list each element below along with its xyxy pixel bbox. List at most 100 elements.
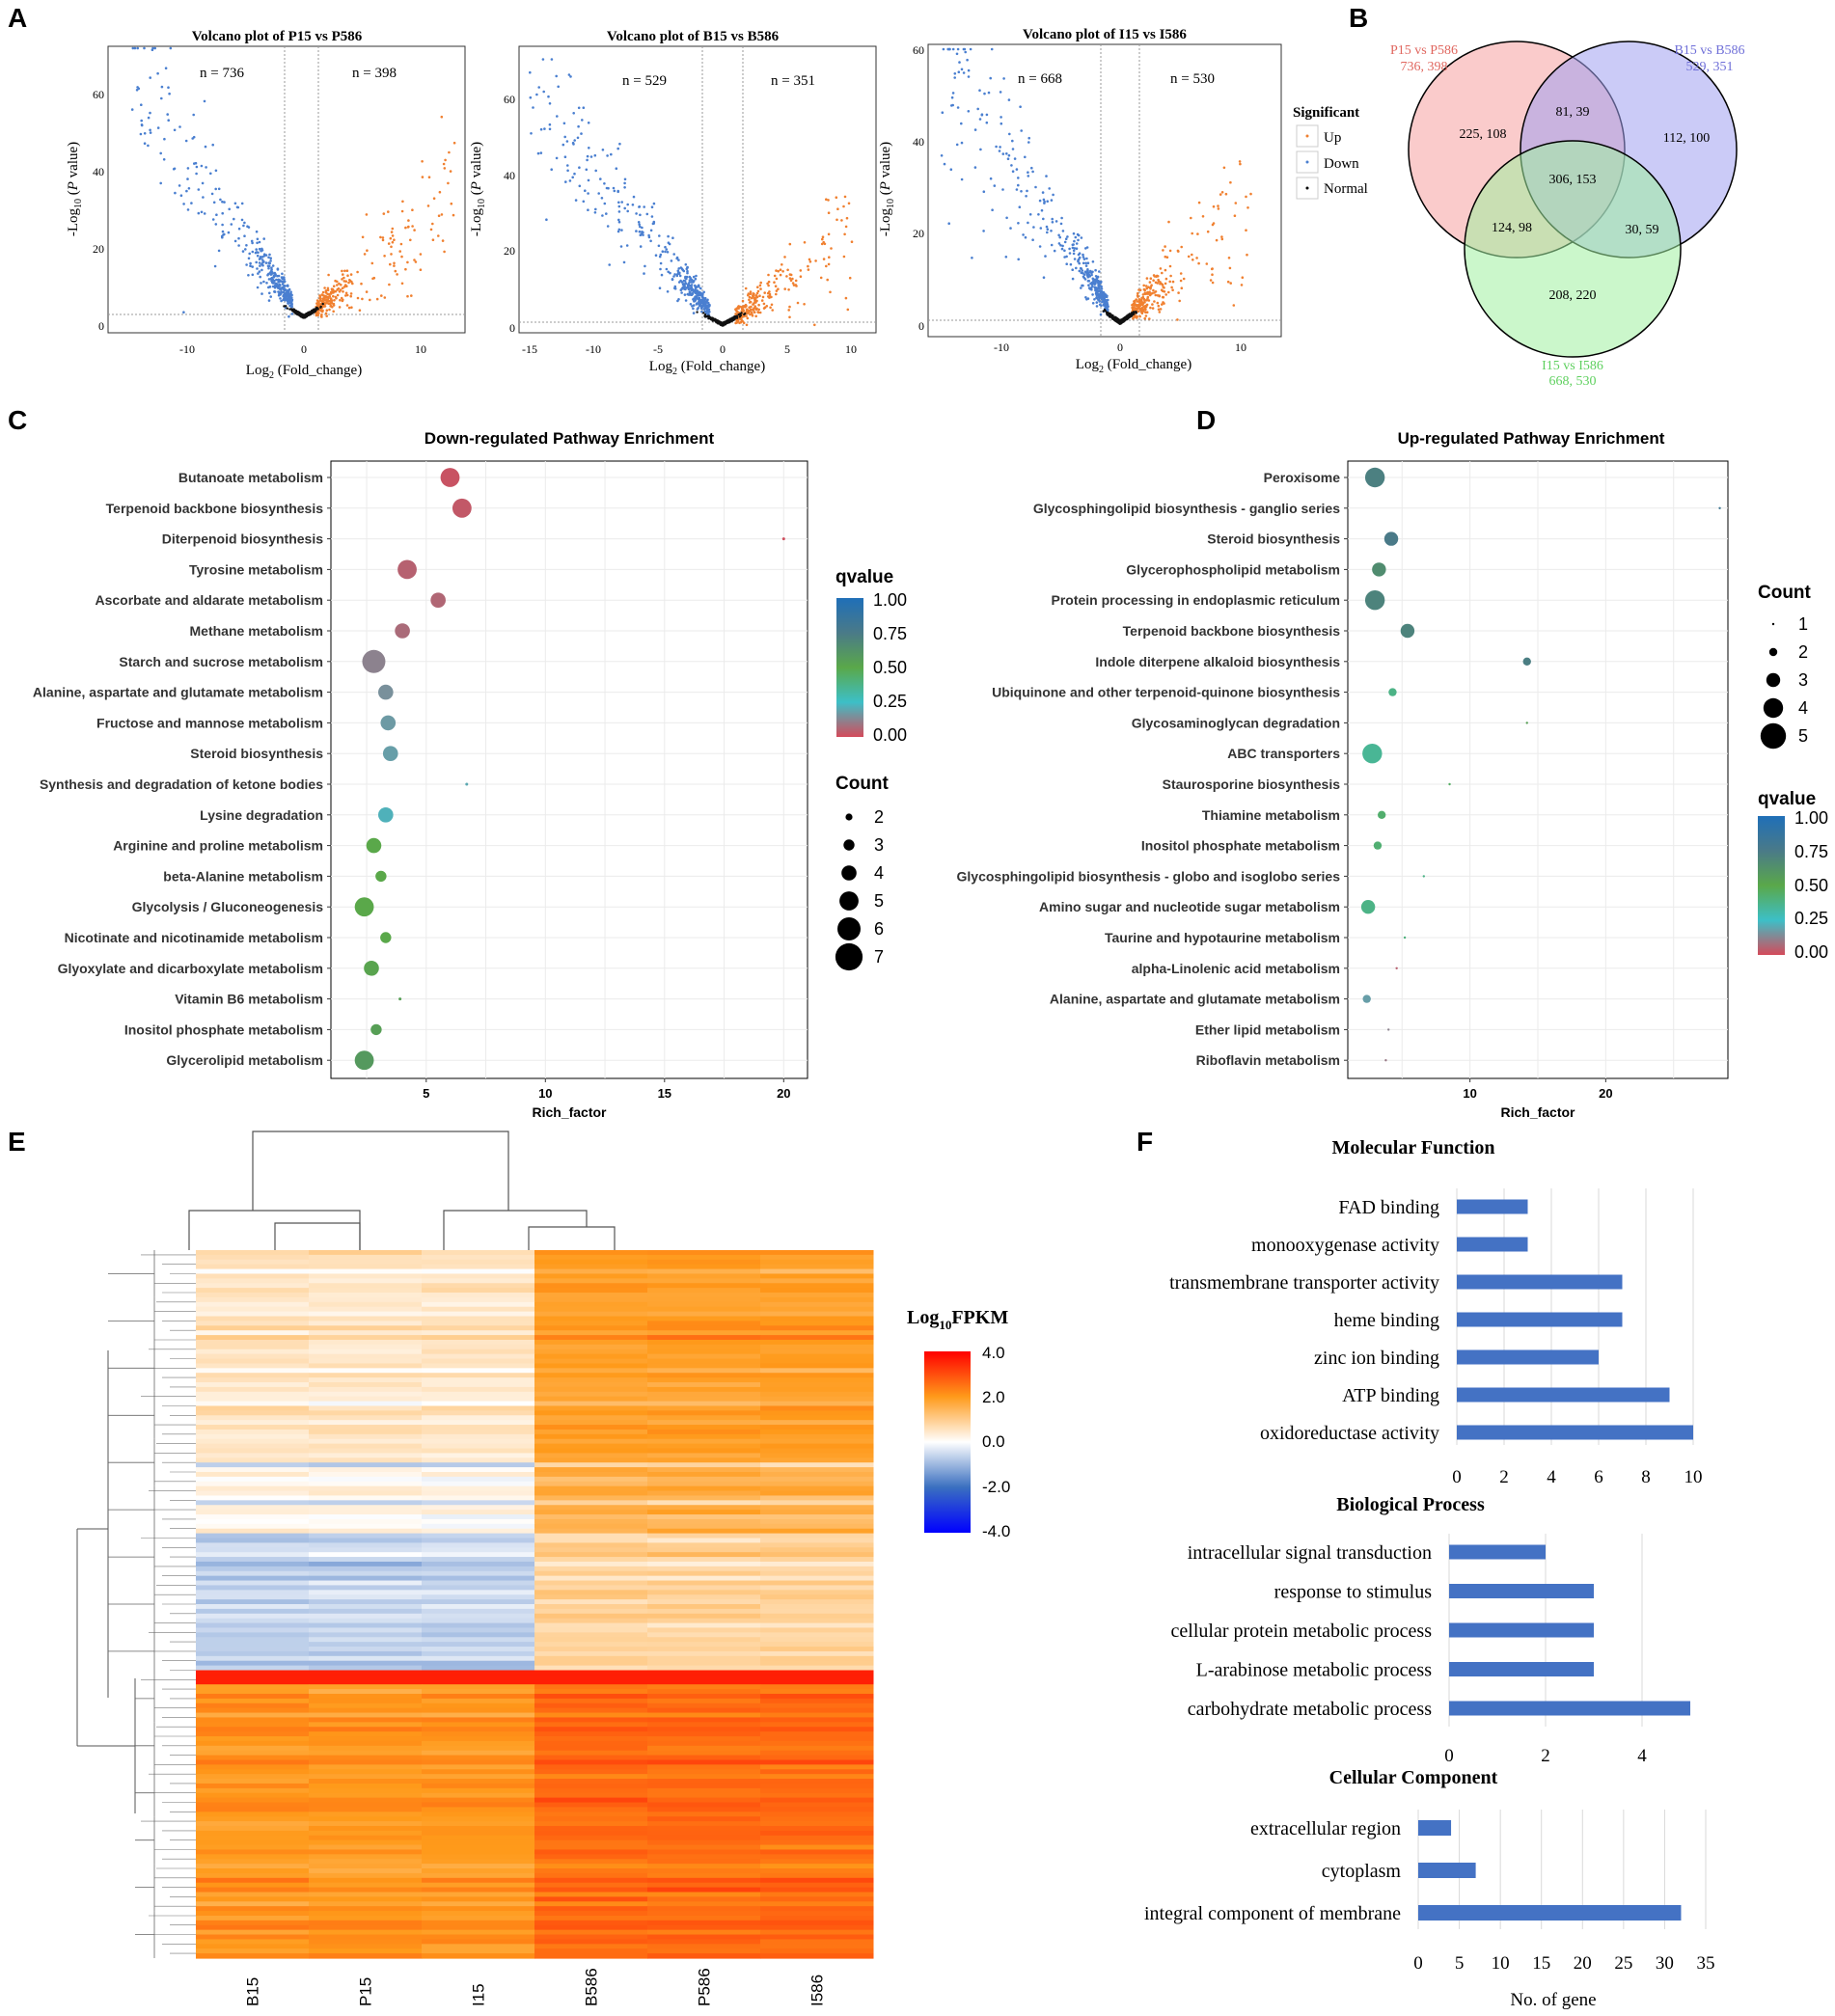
volcano-point-normal [732, 315, 735, 318]
heatmap-cell [196, 1514, 310, 1520]
volcano-point-down [686, 284, 690, 286]
heatmap-cell [534, 1929, 648, 1936]
volcano-point-down [1085, 257, 1088, 260]
volcano-point-down [638, 205, 642, 208]
heatmap-cell [309, 1448, 423, 1455]
volcano-point-up [758, 284, 762, 287]
volcano-point-up [1141, 295, 1145, 299]
volcano-point-up [1137, 288, 1140, 291]
volcano-point-up [799, 275, 803, 279]
heatmap-cell [422, 1259, 535, 1266]
volcano-point-up [396, 273, 398, 276]
volcano-point-up [325, 314, 329, 317]
volcano-point-up [807, 264, 809, 268]
volcano-point-up [370, 261, 374, 265]
heatmap-cell [196, 1647, 310, 1652]
heatmap-cell [760, 1722, 874, 1728]
heatmap-cell [647, 1561, 761, 1567]
heatmap-cell [196, 1816, 310, 1822]
volcano-point-down [1099, 295, 1103, 298]
volcano-point-down [603, 202, 607, 205]
heatmap-cell [309, 1717, 423, 1723]
dotplot-y-label: Taurine and hypotaurine metabolism [1105, 930, 1340, 945]
heatmap-cell [647, 1929, 761, 1936]
volcano-point-down [269, 257, 273, 260]
dotplot-dot [395, 623, 410, 639]
volcano-point-up [847, 202, 851, 205]
heatmap-cell [760, 1250, 874, 1256]
heatmap-cell [196, 1528, 310, 1535]
dotplot-dot [1395, 967, 1398, 969]
heatmap-cell [422, 1868, 535, 1874]
volcano-point-down [599, 177, 602, 180]
volcano-point-down [562, 122, 566, 125]
volcano-ytick: 60 [913, 43, 924, 57]
volcano-point-up [1170, 286, 1173, 289]
heatmap-cell [422, 1330, 535, 1336]
volcano-point-down [1011, 170, 1015, 173]
volcano-point-down [623, 181, 626, 185]
volcano-point-down [1000, 116, 1002, 119]
volcano-point-down [269, 259, 272, 262]
volcano-point-down [548, 123, 552, 126]
volcano-point-up [1141, 306, 1144, 310]
volcano-point-down [1086, 269, 1089, 273]
heatmap-cell [647, 1892, 761, 1897]
volcano-point-down [248, 252, 252, 256]
volcano-point-up [1205, 262, 1209, 265]
heatmap-cell [534, 1854, 648, 1860]
volcano-point-down [998, 150, 1001, 152]
volcano-point-down [162, 158, 166, 161]
heatmap-cell [534, 1382, 648, 1388]
heatmap-cell [196, 1311, 310, 1318]
volcano-point-up [759, 287, 762, 290]
volcano-point-normal [707, 317, 710, 320]
heatmap-cell [760, 1405, 874, 1411]
volcano-point-normal [302, 313, 305, 316]
volcano-point-up [419, 253, 423, 256]
dotplot-dot [1364, 590, 1385, 611]
volcano-point-down [1102, 303, 1106, 307]
heatmap-cell [196, 1618, 310, 1624]
row-dendro-branch [108, 1580, 155, 1628]
heatmap-cell [422, 1911, 535, 1917]
volcano-point-down [1040, 208, 1044, 212]
row-dendro-branch [77, 1350, 109, 1698]
volcano-point-down [260, 282, 262, 285]
heatmap-cell [422, 1443, 535, 1450]
heatmap-cell [422, 1736, 535, 1742]
volcano-point-down [705, 299, 709, 302]
bar [1457, 1425, 1693, 1440]
volcano-point-up [1136, 294, 1139, 297]
volcano-point-up [358, 309, 362, 313]
bar [1457, 1312, 1623, 1327]
bar-xtick: 6 [1594, 1467, 1603, 1487]
heatmap-cell [196, 1344, 310, 1350]
heatmap-cell [422, 1405, 535, 1411]
volcano-point-down [605, 186, 609, 190]
volcano-point-up [324, 289, 328, 292]
volcano-point-down [215, 213, 218, 216]
volcano-point-down [582, 106, 586, 109]
heatmap-cell [196, 1471, 310, 1478]
volcano-point-normal [1134, 311, 1137, 313]
legend-up-dot [1305, 134, 1309, 138]
volcano-point-down [255, 230, 259, 233]
venn-region-i-only: 208, 220 [1549, 288, 1597, 303]
volcano-point-up [821, 237, 824, 241]
volcano-point-normal [1128, 313, 1132, 316]
heatmap-cell [309, 1844, 423, 1851]
heatmap-cell [309, 1373, 423, 1378]
dotplot-y-label: Diterpenoid biosynthesis [162, 531, 323, 547]
heatmap-cell [647, 1740, 761, 1747]
heatmap-cell [196, 1254, 310, 1261]
volcano-point-up [1179, 279, 1183, 283]
heatmap-cell [422, 1566, 535, 1572]
heatmap-cell [647, 1462, 761, 1468]
heatmap-cell [760, 1495, 874, 1501]
volcano-point-down [1008, 132, 1011, 136]
dotplot-xlabel: Rich_factor [532, 1104, 607, 1120]
volcano-point-down [985, 113, 989, 117]
heatmap-cell [309, 1731, 423, 1737]
heatmap-cell [422, 1538, 535, 1543]
